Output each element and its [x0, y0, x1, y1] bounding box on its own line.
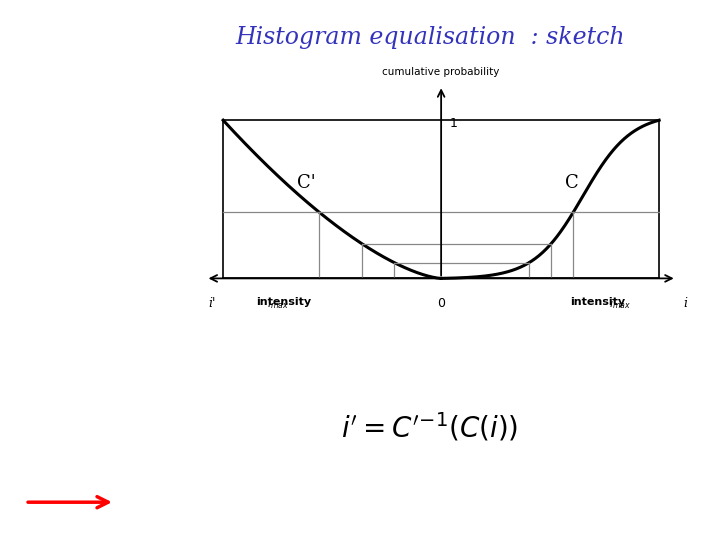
Text: 1: 1 [450, 117, 458, 130]
Text: C': C' [297, 174, 315, 192]
Text: $i_{max}$: $i_{max}$ [609, 298, 631, 311]
Text: Computer
Vision: Computer Vision [24, 73, 117, 110]
Text: Histogram equalisation  : sketch: Histogram equalisation : sketch [235, 26, 625, 49]
Text: cumulative probability: cumulative probability [382, 68, 500, 77]
Text: intensity: intensity [570, 298, 626, 307]
Text: 0: 0 [437, 298, 445, 310]
Text: C: C [565, 174, 579, 192]
Text: i': i' [209, 298, 216, 310]
Text: $i' = C'^{-1}(C(i))$: $i' = C'^{-1}(C(i))$ [341, 410, 518, 443]
Text: intensity: intensity [256, 298, 312, 307]
Text: $i_{max}$: $i_{max}$ [266, 298, 289, 311]
Text: i: i [683, 298, 688, 310]
